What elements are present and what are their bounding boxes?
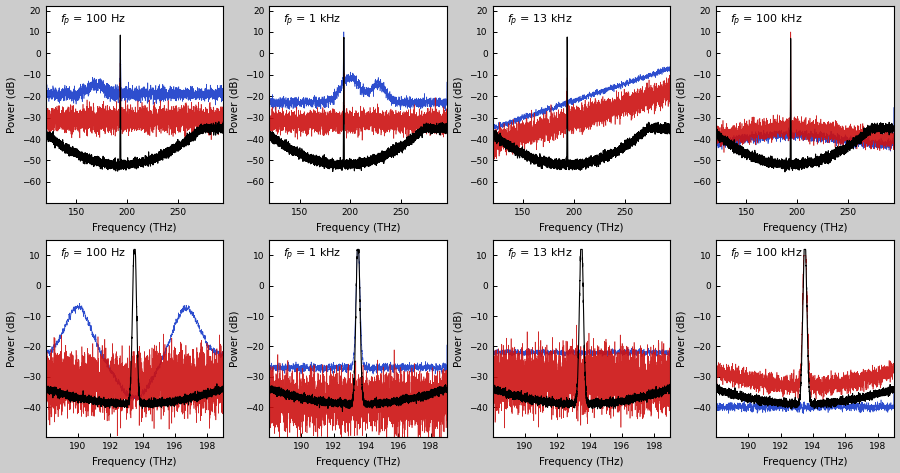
X-axis label: Frequency (THz): Frequency (THz) [93,223,176,233]
X-axis label: Frequency (THz): Frequency (THz) [93,457,176,467]
Y-axis label: Power (dB): Power (dB) [230,77,239,133]
X-axis label: Frequency (THz): Frequency (THz) [762,223,847,233]
Y-axis label: Power (dB): Power (dB) [453,77,464,133]
Text: $f_p$ = 13 kHz: $f_p$ = 13 kHz [507,12,572,28]
Y-axis label: Power (dB): Power (dB) [677,311,687,367]
X-axis label: Frequency (THz): Frequency (THz) [539,457,624,467]
Text: $f_p$ = 100 Hz: $f_p$ = 100 Hz [60,246,126,263]
X-axis label: Frequency (THz): Frequency (THz) [316,223,400,233]
Text: $f_p$ = 100 Hz: $f_p$ = 100 Hz [60,12,126,28]
X-axis label: Frequency (THz): Frequency (THz) [539,223,624,233]
Y-axis label: Power (dB): Power (dB) [6,77,16,133]
Y-axis label: Power (dB): Power (dB) [6,311,16,367]
Text: $f_p$ = 1 kHz: $f_p$ = 1 kHz [284,12,342,28]
Y-axis label: Power (dB): Power (dB) [453,311,464,367]
Y-axis label: Power (dB): Power (dB) [230,311,239,367]
X-axis label: Frequency (THz): Frequency (THz) [762,457,847,467]
X-axis label: Frequency (THz): Frequency (THz) [316,457,400,467]
Y-axis label: Power (dB): Power (dB) [677,77,687,133]
Text: $f_p$ = 13 kHz: $f_p$ = 13 kHz [507,246,572,263]
Text: $f_p$ = 100 kHz: $f_p$ = 100 kHz [730,246,803,263]
Text: $f_p$ = 1 kHz: $f_p$ = 1 kHz [284,246,342,263]
Text: $f_p$ = 100 kHz: $f_p$ = 100 kHz [730,12,803,28]
